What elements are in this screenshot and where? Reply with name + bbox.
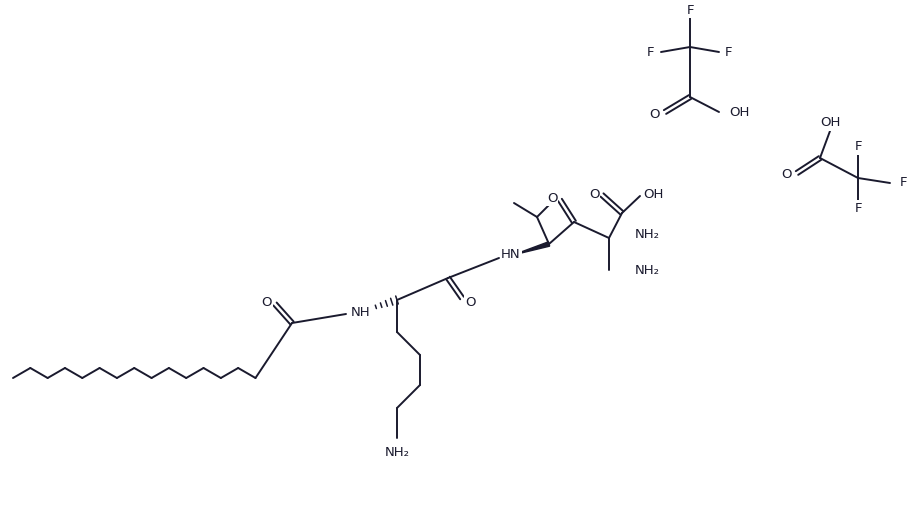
Polygon shape bbox=[513, 242, 550, 255]
Text: O: O bbox=[589, 188, 600, 201]
Text: O: O bbox=[650, 107, 661, 120]
Text: NH₂: NH₂ bbox=[635, 264, 660, 277]
Text: O: O bbox=[262, 295, 272, 308]
Text: NH₂: NH₂ bbox=[385, 446, 410, 459]
Text: O: O bbox=[547, 192, 557, 204]
Text: F: F bbox=[854, 201, 862, 214]
Text: NH: NH bbox=[351, 306, 370, 319]
Text: O: O bbox=[465, 295, 475, 308]
Text: F: F bbox=[647, 46, 655, 59]
Text: F: F bbox=[725, 46, 733, 59]
Text: F: F bbox=[854, 141, 862, 154]
Text: NH₂: NH₂ bbox=[635, 227, 660, 240]
Text: OH: OH bbox=[729, 105, 749, 118]
Text: OH: OH bbox=[643, 187, 663, 200]
Text: OH: OH bbox=[820, 116, 840, 130]
Text: F: F bbox=[686, 4, 693, 17]
Text: F: F bbox=[900, 176, 907, 189]
Text: HN: HN bbox=[501, 249, 521, 262]
Text: O: O bbox=[782, 169, 793, 182]
